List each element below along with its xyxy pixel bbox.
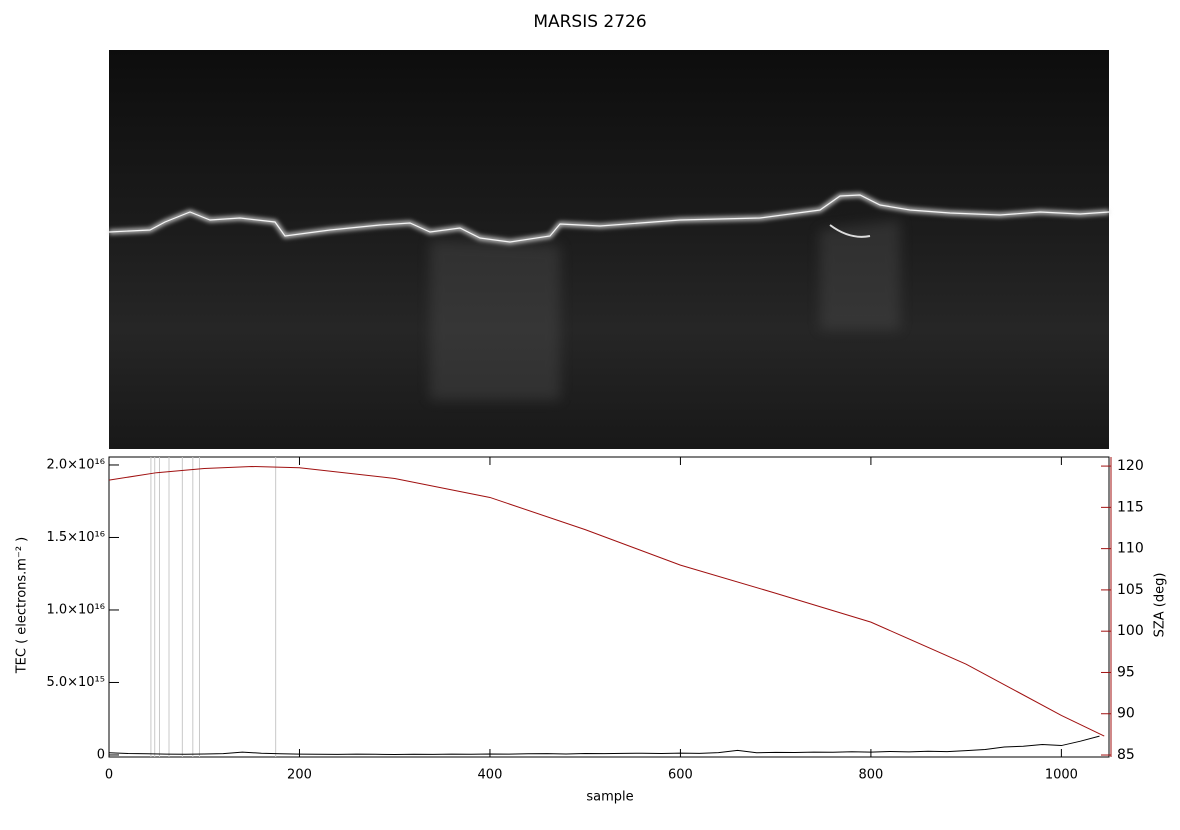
y-tick-label: 2.0×10¹⁶ [46,457,105,472]
x-tick-label: 200 [287,768,312,783]
y2-tick-label: 90 [1117,706,1135,722]
x-tick-label: 0 [105,768,113,783]
chart-title: MARSIS 2726 [533,12,646,32]
series-line [108,735,1100,756]
y2-tick-label: 100 [1117,623,1144,639]
x-tick-label: 400 [478,768,503,783]
radargram [108,50,1110,449]
y2-tick-label: 120 [1117,458,1144,474]
x-axis-label: sample [586,790,633,805]
x-tick-label: 600 [668,768,693,783]
y-tick-label: 5.0×10¹⁵ [46,675,105,690]
y2-axis-label: SZA (deg) [1153,573,1168,638]
x-tick-label: 800 [858,768,883,783]
y-tick-label: 1.0×10¹⁶ [46,602,105,617]
y2-tick-label: 95 [1117,664,1135,680]
plot-frame [108,456,1110,758]
y2-tick-label: 85 [1117,747,1135,763]
y2-tick-label: 115 [1117,499,1144,515]
y2-tick-label: 105 [1117,582,1144,598]
x-tick-label: 1000 [1045,768,1078,783]
y2-tick-label: 110 [1117,541,1144,557]
y-tick-label: 1.5×10¹⁶ [46,530,105,545]
y-tick-label: 0 [97,747,105,762]
series-line [108,465,1105,737]
y-axis-label: TEC ( electrons.m⁻² ) [15,537,30,675]
